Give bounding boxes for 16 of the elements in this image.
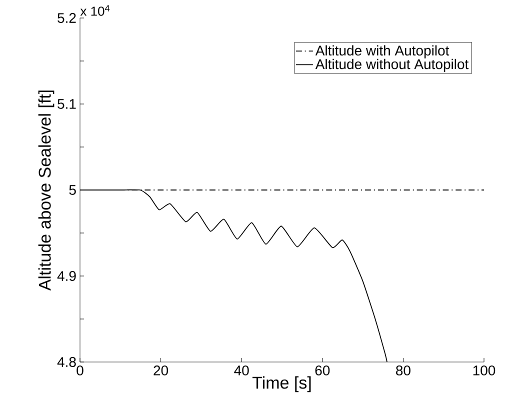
x-tick-label: 0 [76,366,84,376]
y-tick-label: 4.9 [57,271,76,281]
x-axis-title: Time [s] [252,376,311,392]
legend-label: Altitude without Autopilot [315,58,469,72]
x-tick-label: 100 [473,366,496,376]
y-tick-label: 5 [69,185,76,195]
x-tick-label: 80 [396,366,410,376]
y-tick-label: 4.8 [57,357,76,367]
x-tick-label: 40 [234,366,249,376]
y-tick-label: 5.2 [58,13,76,23]
x-tick-label: 60 [315,366,330,376]
y-axis-title: Altitude above Sealevel [ft] [38,90,54,291]
legend-label: Altitude with Autopilot [315,45,450,58]
x-tick-label: 20 [154,366,168,376]
text: x 10$^{4}$ [80,5,110,16]
y-tick-label: 5.1 [58,99,76,109]
